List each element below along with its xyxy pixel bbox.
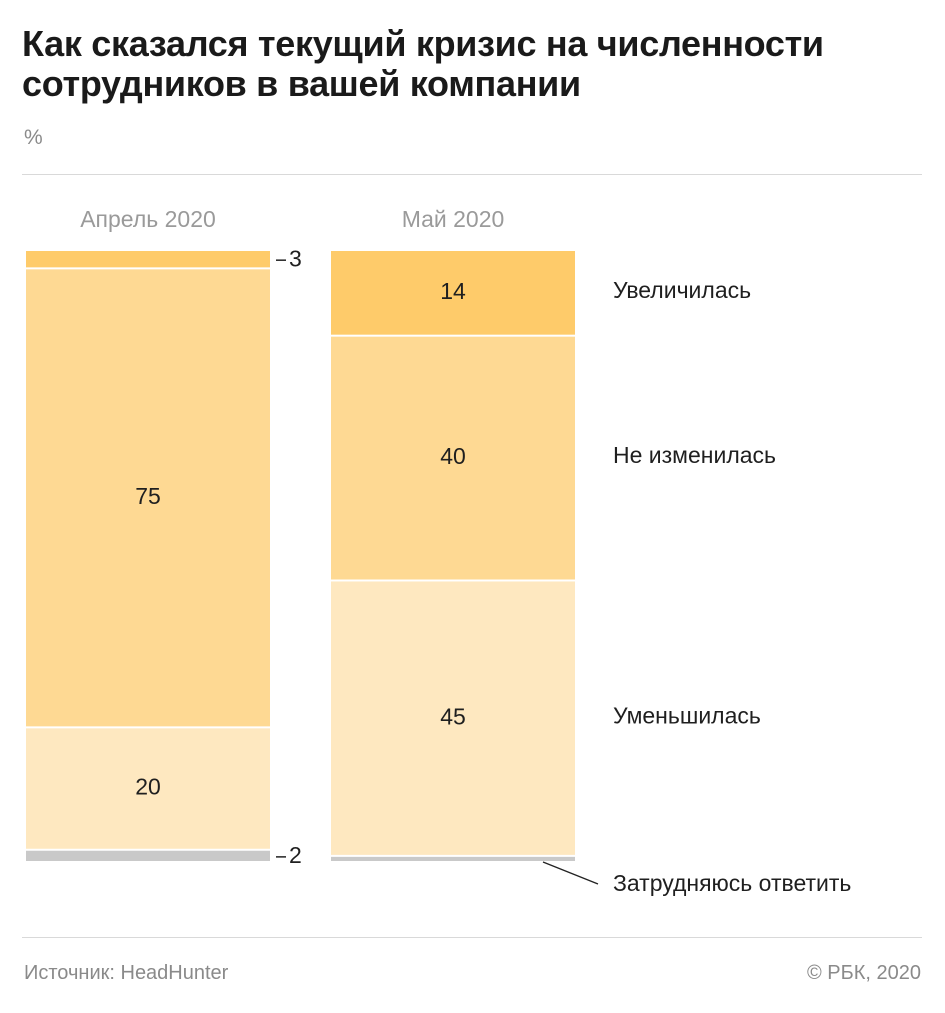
bar-segment-1-1 (26, 251, 270, 268)
value-label-1-4: 2 (289, 842, 302, 868)
legend-label-1: Увеличилась (613, 277, 751, 303)
legend-leader-4 (542, 861, 599, 885)
category-label-april: Апрель 2020 (80, 206, 216, 232)
bottom-divider (22, 937, 922, 938)
value-label-1-3: 20 (135, 774, 161, 800)
copyright: © РБК, 2020 (806, 962, 921, 984)
value-label-1-2: 75 (135, 483, 161, 509)
value-label-2-3: 45 (440, 703, 466, 729)
legend-label-3: Уменьшилась (613, 702, 761, 728)
legend-label-4: Затрудняюсь ответить (613, 870, 851, 896)
bar-segment-1-4 (26, 850, 270, 861)
chart-title: Как сказался текущий кризис на численнос… (22, 23, 824, 104)
bar-segment-2-2 (331, 336, 575, 580)
value-label-2-2: 40 (440, 443, 466, 469)
value-label-1-1: 3 (289, 245, 302, 271)
bar-segment-1-2 (26, 269, 270, 727)
top-divider (22, 174, 922, 175)
unit-label: % (24, 126, 43, 149)
bar-segment-2-1 (331, 251, 575, 335)
bar-segment-2-4 (331, 856, 575, 861)
bar-segment-1-3 (26, 728, 270, 849)
category-label-may: Май 2020 (401, 206, 505, 232)
bar-segment-2-3 (331, 581, 575, 855)
value-label-2-1: 14 (440, 278, 466, 304)
legend-label-2: Не изменилась (613, 442, 776, 468)
source-note: Источник: HeadHunter (24, 962, 229, 984)
